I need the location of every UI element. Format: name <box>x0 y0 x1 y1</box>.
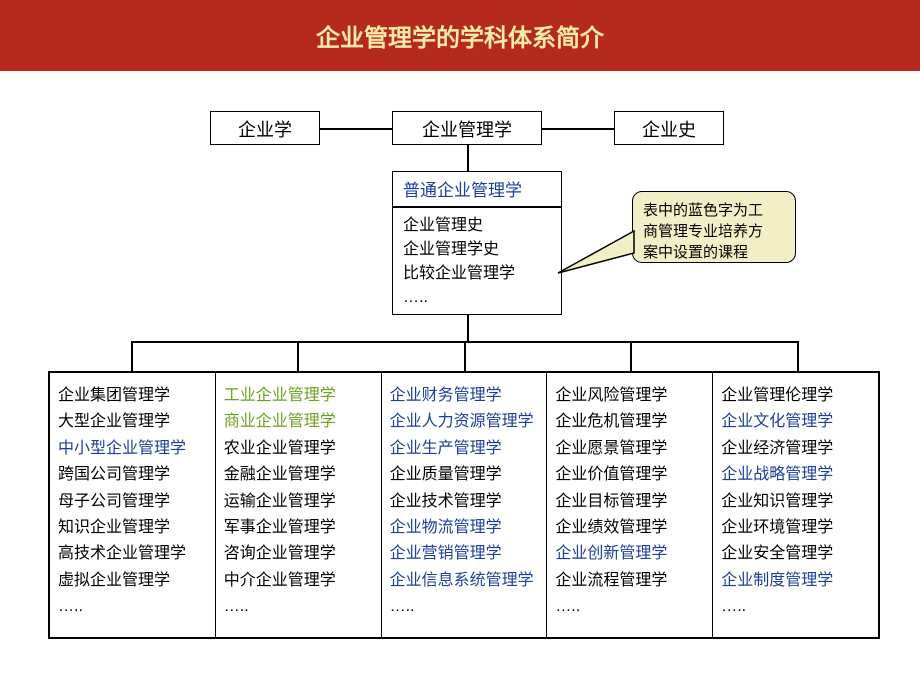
mid-box-2-item: 比较企业管理学 <box>403 262 551 286</box>
column: 企业集团管理学大型企业管理学中小型企业管理学跨国公司管理学母子公司管理学知识企业… <box>50 373 216 637</box>
column-item: 企业财务管理学 <box>390 383 539 409</box>
top-node-center-label: 企业管理学 <box>422 120 512 140</box>
top-node-center: 企业管理学 <box>392 111 542 145</box>
column-item: 企业信息系统管理学 <box>390 568 539 594</box>
column-item: 企业人力资源管理学 <box>390 409 539 435</box>
callout-tail-icon <box>556 225 636 275</box>
connector <box>467 145 469 171</box>
column-item: 企业风险管理学 <box>555 383 704 409</box>
connector <box>131 341 133 371</box>
connector <box>297 341 299 371</box>
column-item: 企业流程管理学 <box>555 568 704 594</box>
column-item: 企业环境管理学 <box>721 515 870 541</box>
column: 企业管理伦理学企业文化管理学企业经济管理学企业战略管理学企业知识管理学企业环境管… <box>713 373 878 637</box>
column-item: 企业营销管理学 <box>390 541 539 567</box>
mid-box-2-item: ….. <box>403 286 551 310</box>
callout-note: 表中的蓝色字为工商管理专业培养方案中设置的课程 <box>632 191 796 263</box>
connector <box>320 128 392 130</box>
top-node-left-label: 企业学 <box>238 120 292 140</box>
column-item: ….. <box>58 594 207 620</box>
column-item: 企业文化管理学 <box>721 409 870 435</box>
column-item: 军事企业管理学 <box>224 515 373 541</box>
mid-box-1: 普通企业管理学 <box>392 171 562 207</box>
column-item: 中介企业管理学 <box>224 568 373 594</box>
columns-container: 企业集团管理学大型企业管理学中小型企业管理学跨国公司管理学母子公司管理学知识企业… <box>48 371 880 639</box>
column-item: 企业集团管理学 <box>58 383 207 409</box>
column: 企业风险管理学企业危机管理学企业愿景管理学企业价值管理学企业目标管理学企业绩效管… <box>547 373 713 637</box>
column-item: 企业战略管理学 <box>721 462 870 488</box>
column-item: 企业目标管理学 <box>555 489 704 515</box>
column-item: 高技术企业管理学 <box>58 541 207 567</box>
callout-line: 表中的蓝色字为工 <box>643 200 785 221</box>
column-item: 企业愿景管理学 <box>555 436 704 462</box>
diagram-canvas: 企业学 企业管理学 企业史 普通企业管理学 企业管理史企业管理学史比较企业管理学… <box>0 71 920 681</box>
callout-line: 商管理专业培养方 <box>643 221 785 242</box>
mid-box-2: 企业管理史企业管理学史比较企业管理学….. <box>392 207 562 315</box>
connector <box>542 128 614 130</box>
column-item: ….. <box>555 594 704 620</box>
column-item: ….. <box>224 594 373 620</box>
column-item: 农业企业管理学 <box>224 436 373 462</box>
mid-box-1-label: 普通企业管理学 <box>403 181 522 200</box>
column-item: 企业知识管理学 <box>721 489 870 515</box>
mid-box-2-item: 企业管理史 <box>403 214 551 238</box>
column-item: ….. <box>721 594 870 620</box>
column-item: 中小型企业管理学 <box>58 436 207 462</box>
column-item: 知识企业管理学 <box>58 515 207 541</box>
column-item: 企业制度管理学 <box>721 568 870 594</box>
column-item: 企业危机管理学 <box>555 409 704 435</box>
column-item: 企业价值管理学 <box>555 462 704 488</box>
column-item: 企业生产管理学 <box>390 436 539 462</box>
column-item: 咨询企业管理学 <box>224 541 373 567</box>
title-bar: 企业管理学的学科体系简介 <box>0 0 920 71</box>
column-item: 企业技术管理学 <box>390 489 539 515</box>
connector <box>630 341 632 371</box>
column: 企业财务管理学企业人力资源管理学企业生产管理学企业质量管理学企业技术管理学企业物… <box>382 373 548 637</box>
column-item: 商业企业管理学 <box>224 409 373 435</box>
column-item: 企业绩效管理学 <box>555 515 704 541</box>
mid-box-2-item: 企业管理学史 <box>403 238 551 262</box>
connector <box>467 315 469 341</box>
top-node-right: 企业史 <box>614 111 724 145</box>
connector <box>797 341 799 371</box>
column-item: ….. <box>390 594 539 620</box>
column-item: 虚拟企业管理学 <box>58 568 207 594</box>
top-node-right-label: 企业史 <box>642 120 696 140</box>
column-item: 母子公司管理学 <box>58 489 207 515</box>
page-title: 企业管理学的学科体系简介 <box>316 25 604 52</box>
column-item: 企业质量管理学 <box>390 462 539 488</box>
column-item: 企业安全管理学 <box>721 541 870 567</box>
column-item: 企业物流管理学 <box>390 515 539 541</box>
column-item: 金融企业管理学 <box>224 462 373 488</box>
column: 工业企业管理学商业企业管理学农业企业管理学金融企业管理学运输企业管理学军事企业管… <box>216 373 382 637</box>
column-item: 企业经济管理学 <box>721 436 870 462</box>
column-item: 工业企业管理学 <box>224 383 373 409</box>
connector <box>464 341 466 371</box>
column-item: 企业创新管理学 <box>555 541 704 567</box>
column-item: 大型企业管理学 <box>58 409 207 435</box>
callout-line: 案中设置的课程 <box>643 242 785 263</box>
column-item: 运输企业管理学 <box>224 489 373 515</box>
top-node-left: 企业学 <box>210 111 320 145</box>
column-item: 企业管理伦理学 <box>721 383 870 409</box>
column-item: 跨国公司管理学 <box>58 462 207 488</box>
